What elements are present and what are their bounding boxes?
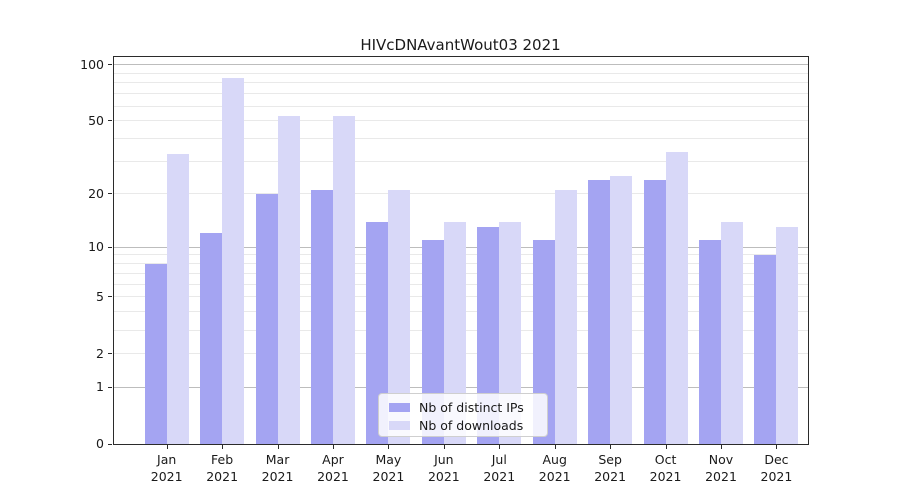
bar-downloads — [443, 221, 466, 444]
chart-title: HIVcDNAvantWout03 2021 — [360, 36, 561, 54]
bar-distinct-ips — [588, 179, 611, 444]
y-axis-tick-label: 100 — [80, 56, 104, 72]
y-tickmark — [108, 246, 112, 248]
x-axis-tick-label: Jun 2021 — [427, 452, 460, 484]
gridline-major — [113, 64, 808, 66]
x-axis-tick-label: Mar 2021 — [261, 452, 294, 484]
x-tickmark — [721, 445, 722, 449]
x-tickmark — [166, 445, 168, 449]
y-tickmark — [108, 120, 112, 122]
x-tickmark — [554, 445, 556, 449]
x-axis-tick-label: Oct 2021 — [649, 452, 682, 484]
bar-distinct-ips — [699, 239, 721, 444]
x-axis-tick-label: Aug 2021 — [538, 452, 571, 484]
x-tickmark — [499, 445, 501, 449]
legend-label-downloads: Nb of downloads — [419, 417, 524, 433]
bar-distinct-ips — [532, 239, 555, 444]
y-tickmark — [108, 443, 112, 445]
x-tickmark — [443, 445, 445, 449]
x-axis-tick-label: Apr 2021 — [317, 452, 349, 484]
y-axis-tick-label: 2 — [96, 345, 104, 361]
x-tickmark — [610, 445, 612, 449]
y-axis-tick-label: 10 — [88, 239, 104, 255]
bar-distinct-ips — [310, 190, 333, 444]
x-tickmark — [222, 445, 224, 449]
legend-item-downloads: Nb of downloads — [389, 417, 524, 433]
x-axis-tick-label: Dec 2021 — [760, 452, 793, 484]
x-axis-tick-label: Nov 2021 — [705, 452, 737, 484]
bar-downloads — [610, 176, 633, 444]
bar-distinct-ips — [366, 221, 389, 444]
bar-distinct-ips — [255, 193, 278, 444]
y-axis-tick-label: 1 — [96, 379, 104, 395]
y-tickmark — [108, 386, 112, 388]
bar-downloads — [499, 221, 522, 444]
x-axis-tick-label: Feb 2021 — [206, 452, 239, 484]
gridline-minor — [113, 138, 808, 140]
gridline-minor — [113, 161, 808, 163]
x-tickmark — [388, 445, 390, 449]
legend-box: Nb of distinct IPs Nb of downloads — [378, 393, 548, 437]
legend-label-distinct-ips: Nb of distinct IPs — [419, 399, 524, 415]
plot-frame — [113, 56, 809, 445]
y-axis-tick-label: 5 — [96, 288, 104, 304]
legend-item-distinct-ips: Nb of distinct IPs — [389, 399, 524, 415]
y-tickmark — [108, 64, 112, 66]
gridline-minor — [113, 82, 808, 84]
bar-downloads — [332, 116, 355, 444]
bar-downloads — [721, 221, 743, 444]
bar-downloads — [665, 151, 688, 444]
x-axis-tick-label: Jul 2021 — [483, 452, 516, 484]
bar-distinct-ips — [421, 239, 444, 444]
x-tickmark — [332, 445, 334, 449]
gridline-minor — [113, 93, 808, 95]
legend-swatch-distinct-ips — [389, 402, 410, 412]
bar-downloads — [166, 154, 189, 444]
bar-distinct-ips — [200, 233, 223, 444]
gridline-minor — [113, 105, 808, 107]
bar-distinct-ips — [643, 179, 666, 444]
bar-downloads — [388, 190, 411, 444]
bar-downloads — [554, 190, 577, 444]
legend-swatch-downloads — [389, 420, 410, 430]
x-axis-tick-label: Sep 2021 — [594, 452, 627, 484]
x-tickmark — [665, 445, 667, 449]
y-tickmark — [108, 193, 112, 195]
y-axis-tick-label: 20 — [88, 185, 104, 201]
x-tickmark — [776, 445, 778, 449]
bar-distinct-ips — [144, 263, 167, 444]
bar-distinct-ips — [477, 227, 500, 444]
y-tickmark — [108, 353, 112, 355]
gridline-minor — [113, 72, 808, 74]
bar-downloads — [222, 77, 245, 444]
x-axis-tick-label: May 2021 — [372, 452, 405, 484]
x-tickmark — [277, 445, 279, 449]
y-axis-tick-label: 0 — [96, 436, 104, 452]
y-tickmark — [108, 296, 112, 298]
gridline-minor — [113, 120, 808, 122]
x-axis-tick-label: Jan 2021 — [150, 452, 183, 484]
bar-downloads — [776, 227, 799, 444]
bar-distinct-ips — [754, 254, 777, 444]
gridline-minor — [113, 193, 808, 195]
y-axis-tick-label: 50 — [88, 112, 104, 128]
bar-downloads — [277, 116, 300, 444]
